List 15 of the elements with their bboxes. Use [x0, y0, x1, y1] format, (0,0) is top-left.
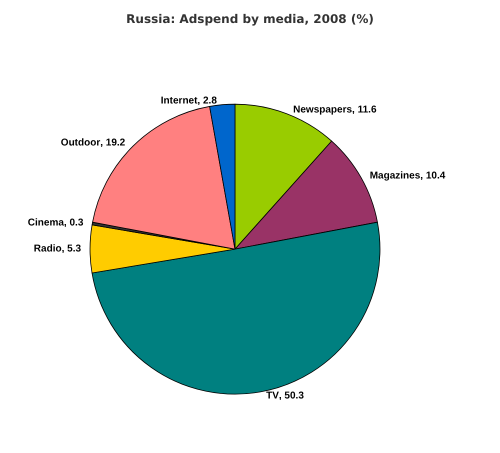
data-label: , 10.4 [420, 170, 446, 182]
data-label: , 19.2 [100, 138, 126, 149]
slice-label: Radio [34, 243, 62, 254]
data-label: , 2.8 [197, 95, 218, 106]
slice-label: Newspapers [293, 104, 352, 116]
slice-label: Outdoor [60, 138, 100, 149]
data-label: , 0.3 [64, 217, 84, 228]
data-label: , 50.3 [278, 390, 304, 402]
data-label: , 11.6 [352, 104, 377, 116]
slice-label: TV [266, 390, 280, 402]
slice-label: Cinema [28, 217, 64, 228]
slice-label: Internet [160, 95, 198, 106]
data-label: , 5.3 [62, 243, 82, 254]
chart-title: Russia: Adspend by media, 2008 (%) [126, 12, 374, 26]
slice-label: Magazines [370, 170, 421, 182]
